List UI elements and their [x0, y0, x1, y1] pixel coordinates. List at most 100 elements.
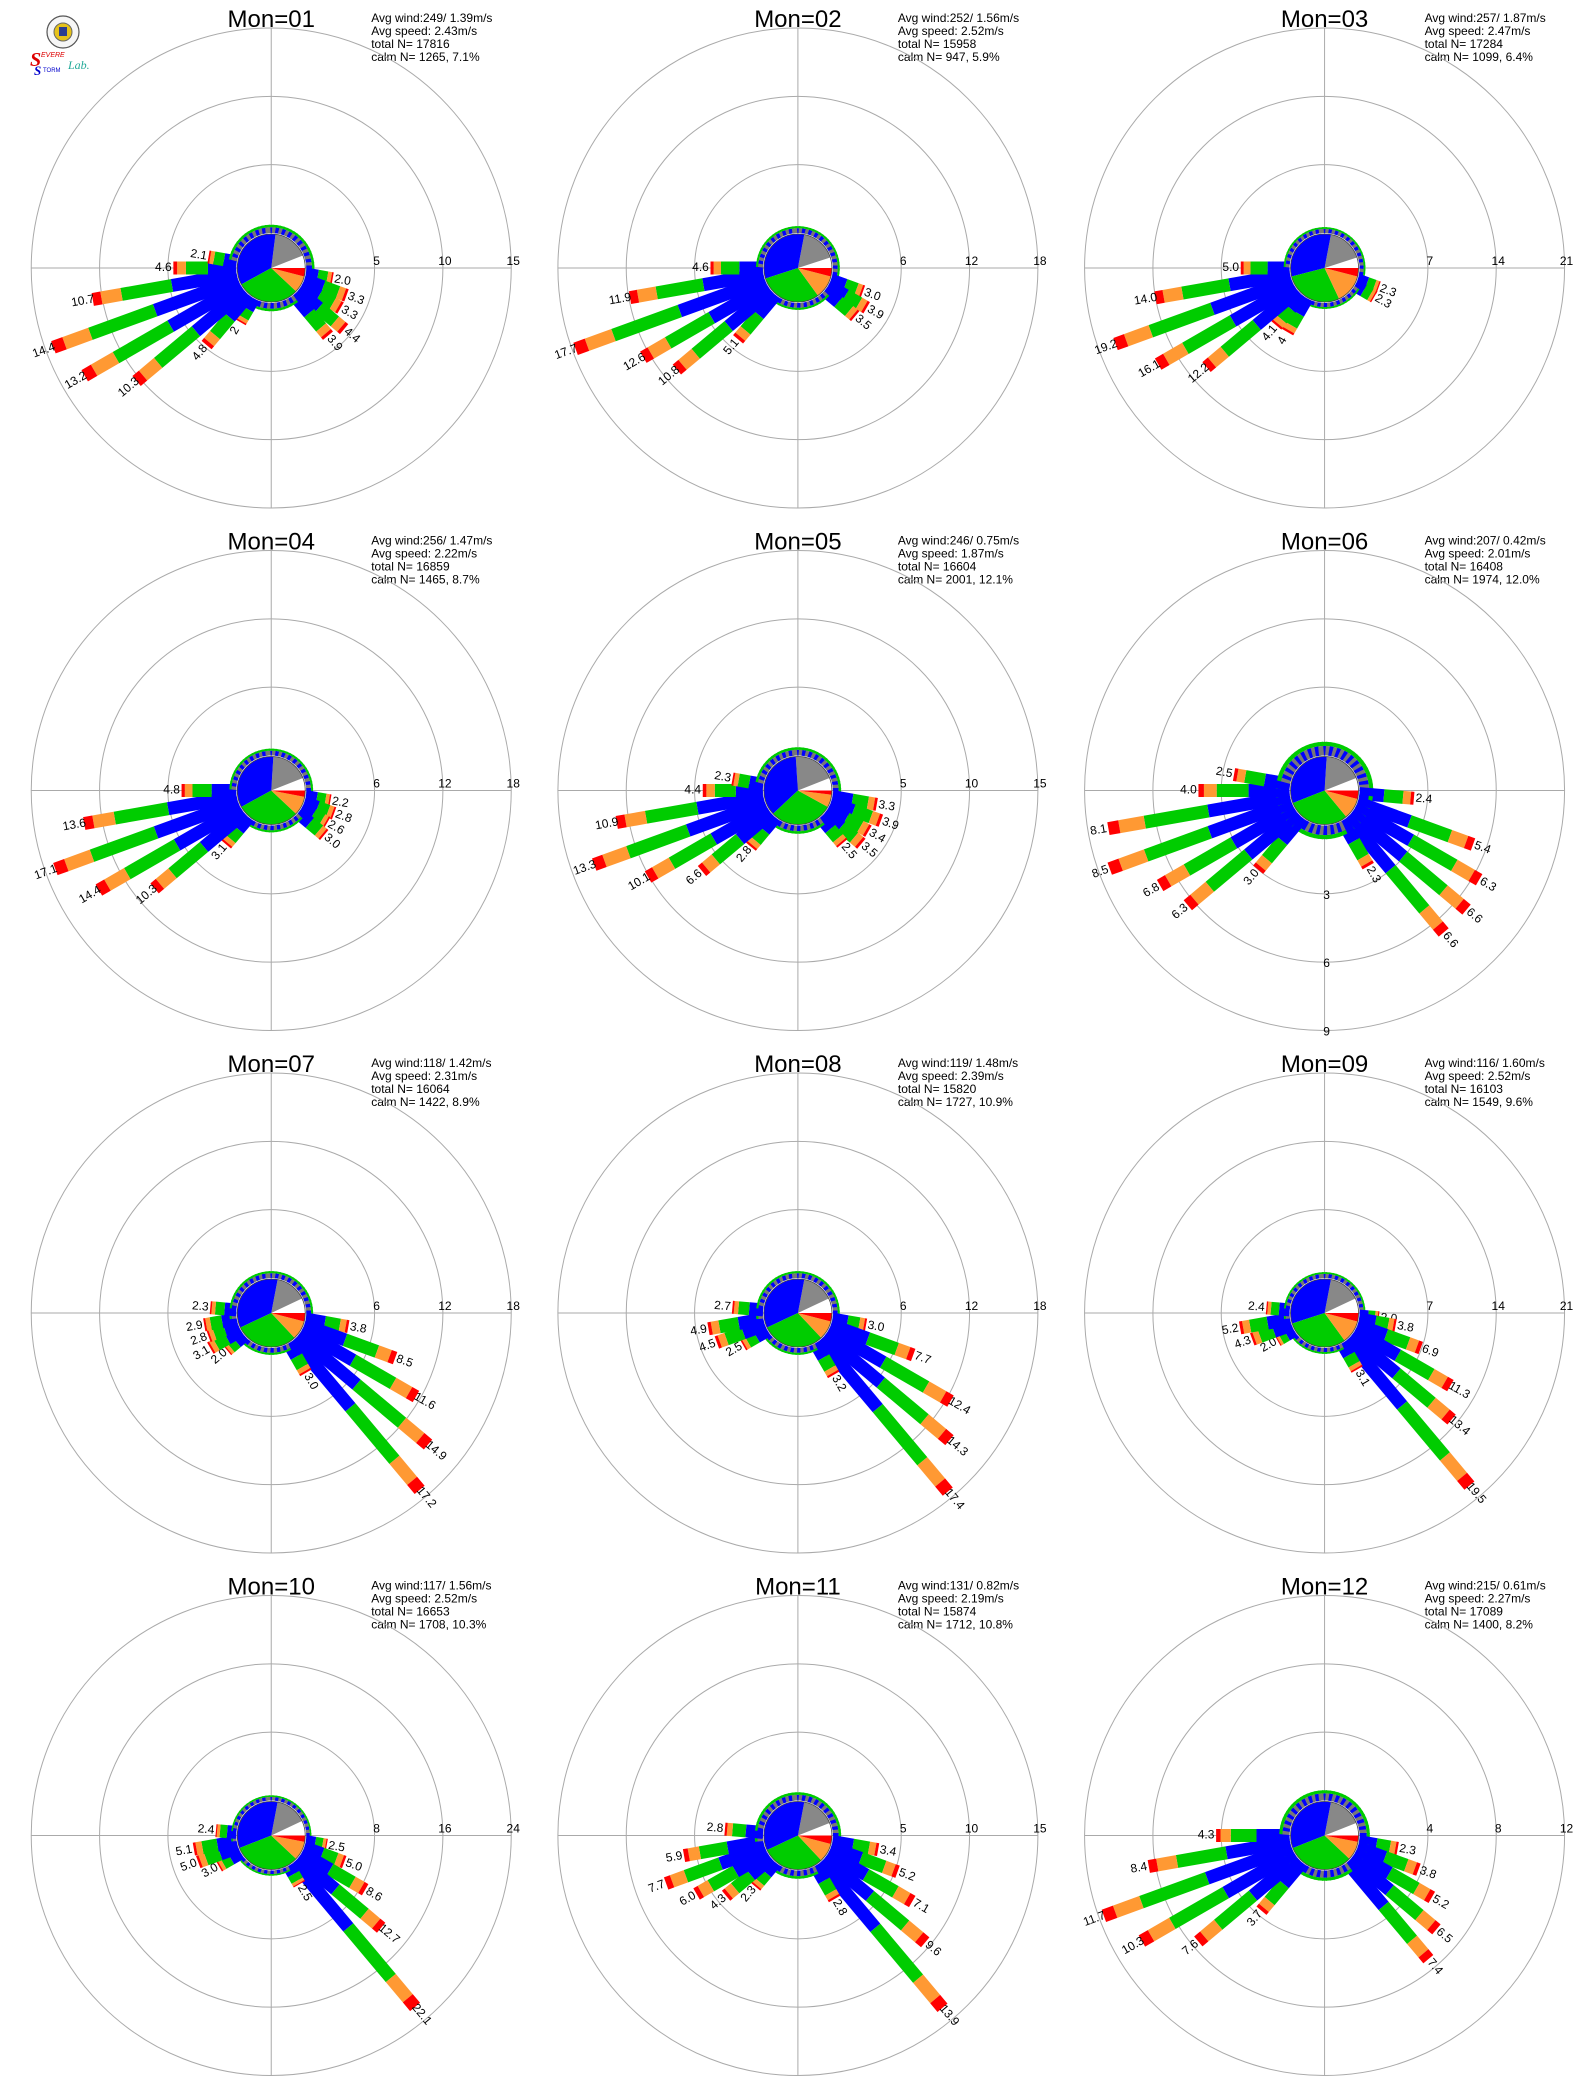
bar-segment	[300, 768, 307, 776]
bar-segment	[258, 1797, 265, 1803]
bar-segment	[1291, 239, 1297, 245]
bar-segment	[1351, 1288, 1359, 1295]
bar-segment	[1357, 853, 1373, 867]
bar-segment	[1341, 300, 1348, 305]
bar-segment	[788, 302, 795, 308]
bar-segment	[1342, 1858, 1389, 1911]
bar-segment	[1336, 1792, 1343, 1797]
bar-segment	[243, 235, 251, 243]
bar-segment	[758, 774, 766, 781]
stat-line: total N= 16604	[898, 560, 977, 574]
bar-segment	[644, 867, 659, 883]
stat-line: total N= 17284	[1425, 37, 1504, 51]
bar-segment	[289, 817, 297, 825]
bar-segment	[232, 774, 240, 781]
bar-segment	[283, 230, 291, 238]
bar-segment	[810, 1275, 817, 1283]
bar-segment	[246, 1278, 254, 1286]
bar-segment	[708, 279, 771, 324]
bar-segment	[1351, 751, 1358, 758]
bar-segment	[815, 1335, 883, 1413]
bar-segment	[759, 766, 764, 773]
bar-segment	[820, 1804, 829, 1813]
bar-segment	[733, 332, 746, 344]
bar-segment	[235, 764, 241, 770]
bar-segment	[254, 228, 262, 236]
bar-segment	[718, 1317, 740, 1334]
bar-segment	[757, 1822, 765, 1829]
bar-segment	[1341, 829, 1348, 836]
bar-segment	[216, 1857, 227, 1871]
bar-segment	[241, 233, 247, 239]
bar-segment	[1386, 1867, 1420, 1895]
bar-segment	[766, 236, 772, 242]
bar-segment	[274, 302, 281, 309]
pie-slice-bin3	[271, 1313, 305, 1338]
bar-segment	[1288, 759, 1300, 770]
bar-value-label: 2.7	[714, 1298, 732, 1313]
bar-segment	[824, 1847, 870, 1881]
bar-segment	[1291, 243, 1298, 250]
bar-segment	[798, 749, 804, 756]
bar-segment	[209, 250, 216, 265]
pie-slice-bin2	[767, 1835, 822, 1870]
bar-segment	[765, 1285, 773, 1293]
bar-segment	[744, 1331, 760, 1348]
bar-segment	[1301, 231, 1308, 236]
bar-segment	[1334, 1345, 1341, 1351]
bar-segment	[1270, 1301, 1280, 1316]
bar-segment	[1290, 1806, 1300, 1815]
bar-value-label: 2.5	[327, 1838, 346, 1855]
bar-segment	[1329, 1876, 1335, 1881]
bar-segment	[755, 1821, 760, 1828]
bar-segment	[834, 251, 839, 257]
bar-segment	[747, 836, 761, 850]
bar-segment	[754, 1868, 772, 1886]
bar-segment	[781, 1867, 789, 1875]
stat-line: total N= 16064	[371, 1082, 450, 1096]
bar-segment	[762, 1286, 767, 1293]
bar-segment	[252, 1798, 258, 1802]
bar-value-label: 3.8	[1418, 1863, 1439, 1882]
bar-segment	[1353, 766, 1365, 776]
bar-segment	[820, 285, 843, 308]
bar-segment	[89, 826, 159, 862]
bar-value-label: 4.6	[692, 260, 709, 274]
bar-segment	[835, 1818, 840, 1824]
bar-segment	[698, 1841, 729, 1860]
bar-segment	[771, 1344, 778, 1349]
bar-segment	[818, 757, 827, 766]
bar-segment	[274, 1273, 281, 1279]
bar-segment	[291, 1801, 297, 1806]
bar-segment	[1356, 1297, 1363, 1304]
bar-segment	[207, 1327, 217, 1342]
bar-segment	[685, 796, 768, 837]
bar-segment	[769, 1279, 775, 1285]
bar-segment	[732, 1847, 771, 1878]
stat-line: Avg wind:257/ 1.87m/s	[1425, 11, 1546, 25]
bar-segment	[818, 232, 824, 237]
bar-segment	[781, 229, 789, 236]
bar-segment	[1328, 1793, 1335, 1802]
bar-segment	[819, 1798, 825, 1804]
bar-segment	[303, 1297, 310, 1304]
bar-segment	[788, 1869, 795, 1877]
bar-segment	[279, 828, 285, 832]
bar-segment	[825, 765, 833, 773]
ring-label: 7	[1427, 1299, 1434, 1313]
pie-slice-bin1	[1290, 1801, 1331, 1849]
bar-segment	[1194, 1931, 1209, 1947]
bar-segment	[1255, 855, 1272, 871]
bar-segment	[821, 1279, 827, 1285]
bar-segment	[1123, 325, 1154, 347]
bar-segment	[1300, 1279, 1307, 1286]
pie-slice-calm	[797, 234, 831, 268]
bar-segment	[810, 821, 818, 829]
bar-segment	[1313, 833, 1320, 839]
pie-slice-bin4	[271, 1313, 306, 1322]
bar-segment	[781, 1274, 789, 1281]
bar-segment	[1286, 252, 1293, 259]
bar-segment	[385, 1973, 413, 2003]
bar-segment	[766, 1281, 772, 1287]
